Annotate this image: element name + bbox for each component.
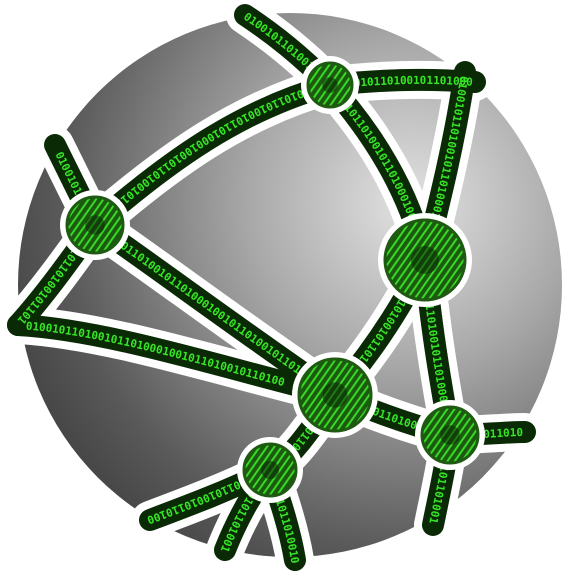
- node-lower-right-core: [440, 425, 460, 445]
- strand-i: [7, 314, 346, 406]
- node-top-core: [322, 77, 338, 93]
- node-center-core: [322, 382, 348, 408]
- strand-c: [84, 74, 341, 236]
- node-bottom-core: [260, 460, 280, 480]
- network-nodes: [60, 56, 485, 503]
- node-right-core: [411, 246, 439, 274]
- node-left-core: [85, 215, 105, 235]
